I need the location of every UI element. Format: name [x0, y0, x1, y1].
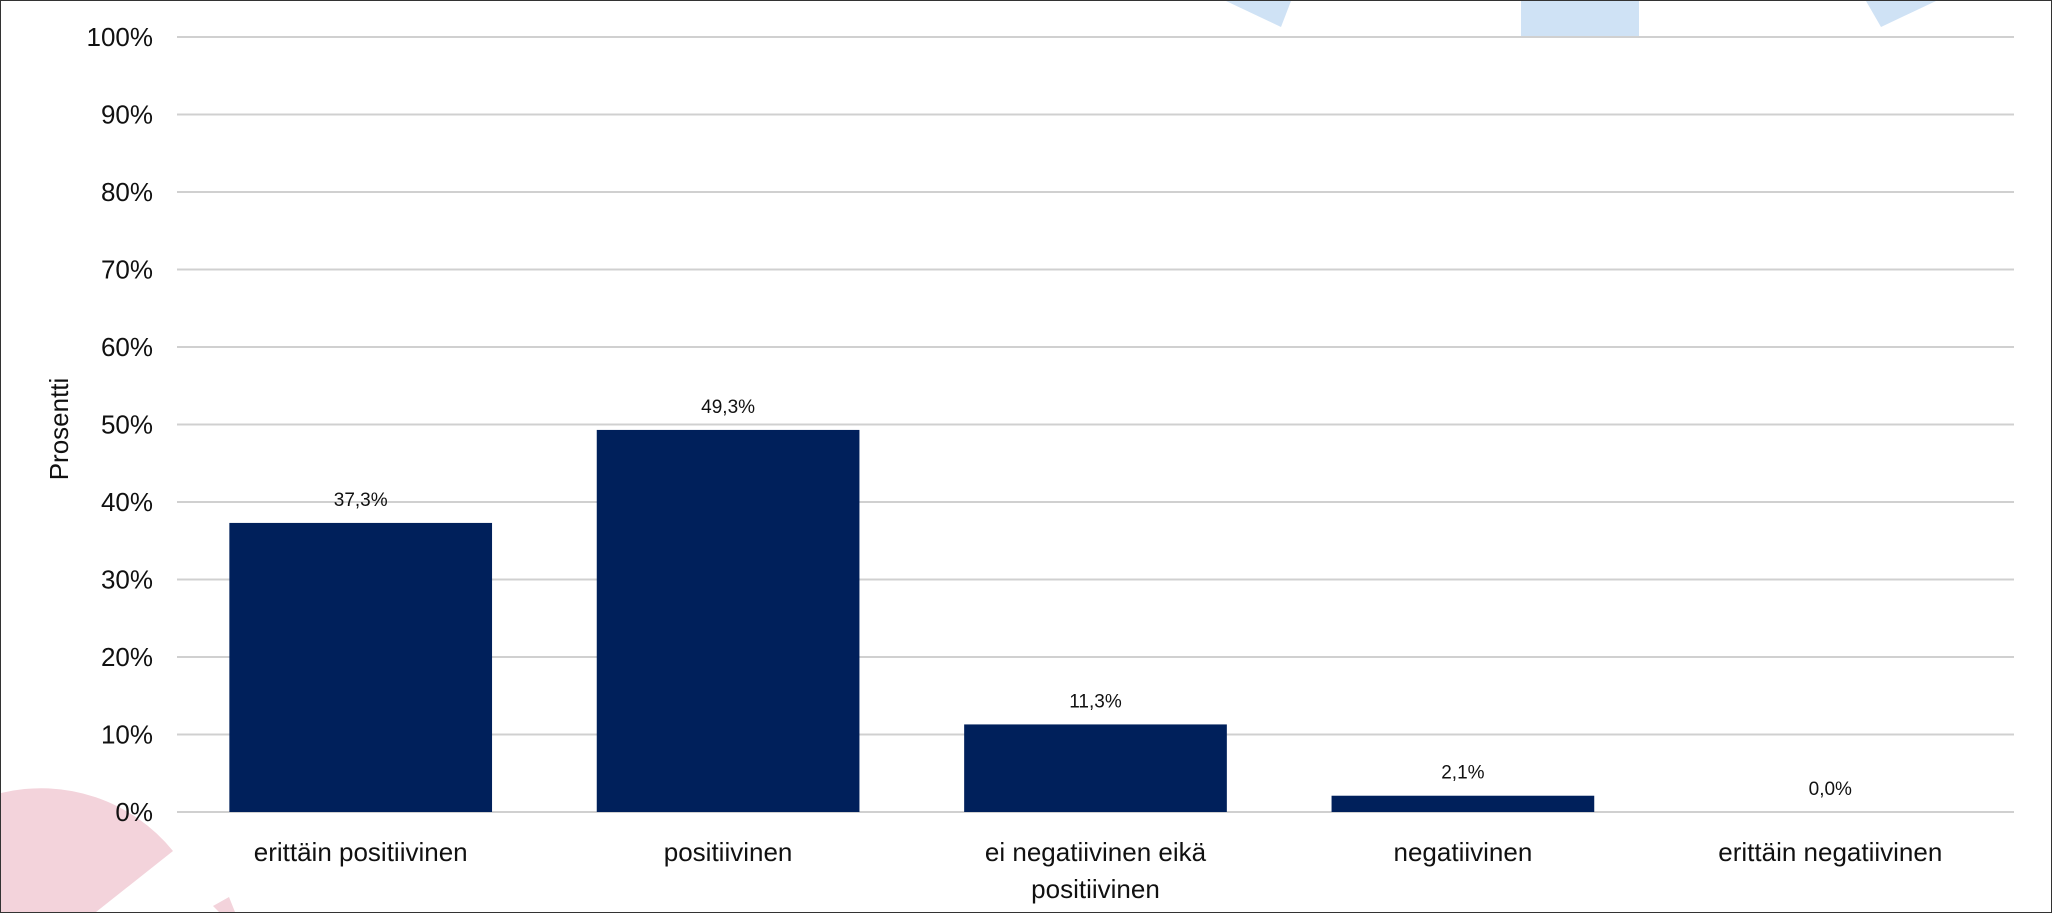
y-tick-label: 60%	[101, 332, 153, 362]
y-tick-label: 100%	[87, 22, 154, 52]
x-category-label: positiivinen	[664, 837, 793, 867]
data-label: 2,1%	[1441, 763, 1484, 784]
y-tick-label: 20%	[101, 642, 153, 672]
decor-blue-shape-3	[1866, 1, 1936, 27]
y-tick-label: 90%	[101, 100, 153, 130]
x-category-label: negatiivinen	[1394, 837, 1533, 867]
bars	[229, 429, 1595, 812]
decor-pink-shape-1	[1, 788, 173, 912]
y-tick-label: 40%	[101, 487, 153, 517]
bar	[964, 724, 1227, 812]
x-category-label: erittäin positiivinen	[254, 837, 468, 867]
bar	[229, 522, 493, 812]
x-category-label: erittäin negatiivinen	[1718, 837, 1942, 867]
background-decoration	[1, 1, 1936, 912]
x-category-label: ei negatiivinen eikä positiivinen	[985, 837, 1207, 904]
y-axis-title: Prosentti	[44, 378, 74, 481]
y-tick-label: 50%	[101, 410, 153, 440]
y-tick-label: 10%	[101, 720, 153, 750]
y-tick-label: 80%	[101, 177, 153, 207]
x-axis-categories: erittäin positiivinen positiivinen ei nega…	[254, 837, 1943, 904]
data-label: 49,3%	[701, 397, 755, 418]
decor-pink-shape-2	[213, 897, 235, 912]
data-labels: 37,3% 49,3% 11,3% 2,1% 0,0%	[334, 397, 1852, 800]
data-label: 37,3%	[334, 490, 388, 511]
data-label: 0,0%	[1809, 779, 1852, 800]
y-axis-ticks: 0% 10% 20% 30% 40% 50% 60% 70% 80% 90% 100%	[87, 22, 154, 827]
decor-blue-shape-2	[1521, 1, 1639, 37]
decor-blue-shape-1	[1226, 1, 1291, 27]
y-tick-label: 70%	[101, 255, 153, 285]
y-tick-label: 0%	[115, 797, 153, 827]
y-tick-label: 30%	[101, 565, 153, 595]
data-label: 11,3%	[1069, 691, 1122, 712]
bar	[1331, 795, 1595, 812]
bar	[596, 429, 860, 812]
